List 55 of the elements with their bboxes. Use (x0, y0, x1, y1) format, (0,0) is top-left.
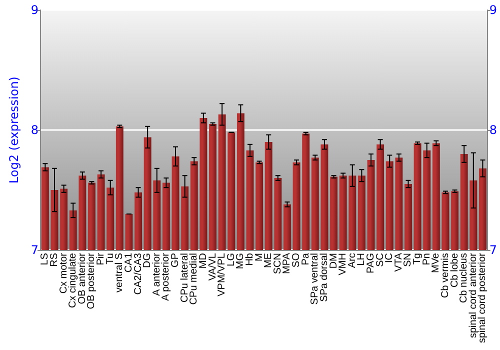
x-tick-label: PAG (366, 252, 377, 274)
x-tick-label: VA/VL (207, 252, 218, 281)
x-tick-label: Cx motor (58, 252, 70, 294)
x-tick-label: Hb (244, 252, 256, 266)
x-tick-label: MPA (282, 252, 293, 274)
x-tick-label: VPM/VPL (216, 252, 228, 296)
y2-tick-label: 7 (489, 243, 498, 257)
x-tick-label: A anterior (151, 252, 162, 296)
x-tick-label: SC (374, 253, 386, 267)
x-tick-label: Tu (104, 253, 116, 264)
x-tick-label: ventral S (114, 252, 126, 292)
x-tick-label: SO (291, 252, 302, 268)
x-tick-label: Pa (300, 252, 312, 266)
y-tick-label: 9 (30, 3, 39, 17)
x-tick-label: Arc (346, 253, 358, 268)
x-tick-label: IC (384, 253, 396, 263)
x-tick-label: Cb nucleus (458, 253, 470, 304)
y2-tick-label: 8 (489, 123, 498, 137)
x-tick-label: DM (328, 253, 340, 269)
x-tick-label: M (254, 253, 265, 262)
x-tick-label: VTA (393, 252, 404, 272)
x-tick-label: Cb vermis (440, 253, 451, 298)
x-tick-label: Cx cingulate (68, 252, 79, 308)
x-tick-label: OB posterior (86, 252, 98, 310)
x-tick-label: OB anterior (76, 252, 88, 304)
x-tick-label: CPu medial (188, 253, 200, 305)
x-tick-label: CA2/CA3 (132, 252, 144, 295)
x-tick-label: CPu lateral (179, 253, 190, 302)
x-tick-label: A posterior (160, 252, 172, 301)
x-tick-label: MD (198, 253, 209, 269)
x-tick-label: SPa ventral (310, 253, 321, 305)
x-tick-label: MG (235, 252, 246, 270)
x-tick-label: SN (402, 253, 414, 267)
y2-tick-label: 9 (489, 3, 498, 17)
y-tick-label: 8 (30, 123, 39, 137)
x-tick-label: LG (226, 252, 237, 266)
x-tick-label: Pn (421, 253, 432, 266)
x-tick-label: SCN (272, 253, 284, 274)
x-tick-label: Pir (96, 252, 107, 266)
y-tick-label: 7 (30, 243, 39, 257)
x-tick-label: Cb lobe (449, 252, 460, 288)
x-tick-label: spinal cord posterior (477, 252, 488, 344)
x-tick-label: LH (356, 253, 368, 266)
x-tick-label: GP (170, 252, 182, 268)
x-tick-label: RS (49, 252, 60, 267)
x-tick-label: LS (40, 252, 51, 266)
x-tick-label: CA1 (123, 252, 134, 272)
x-tick-label: DG (142, 252, 154, 268)
x-tick-label: ME (263, 252, 274, 268)
x-tick-label: spinal cord anterior (468, 252, 479, 338)
x-tick-label: VMH (338, 253, 349, 276)
x-tick-label: SPa dorsal (318, 253, 330, 302)
x-tick-label: MVe (430, 252, 442, 274)
x-tick-label: Tg (412, 253, 424, 265)
y-axis-title: Log2 (expression) (7, 76, 21, 184)
